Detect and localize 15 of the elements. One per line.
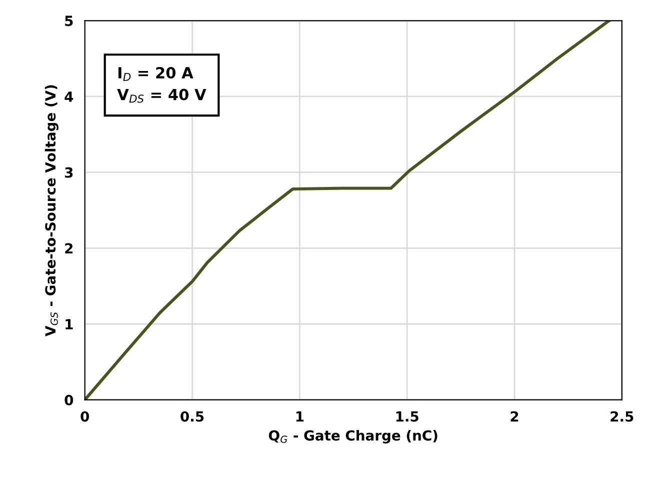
y-tick-label: 4	[64, 92, 74, 102]
annotation: I$_{D}$ = 20 A V$_{DS}$ = 40 V	[117, 66, 206, 103]
y-tick-label: 2	[65, 243, 73, 254]
y-tick-label: 3	[64, 167, 73, 178]
x-tick-label: 1	[296, 411, 304, 422]
y-tick-label: 0	[64, 394, 74, 406]
y-tick-label: 5	[65, 16, 73, 26]
x-axis-title: Q$_{G}$ - Gate Charge (nC)	[268, 430, 438, 444]
y-tick-label: 1	[66, 319, 73, 330]
x-tick-label: 0	[80, 411, 90, 422]
x-tick-label: 1.5	[396, 411, 418, 422]
x-tick-label: 2.5	[610, 411, 634, 422]
x-tick-label: 0.5	[180, 411, 204, 422]
x-tick-label: 2	[510, 411, 518, 422]
y-axis-title: V$_{GS}$ - Gate-to-Source Voltage (V)	[44, 85, 58, 336]
